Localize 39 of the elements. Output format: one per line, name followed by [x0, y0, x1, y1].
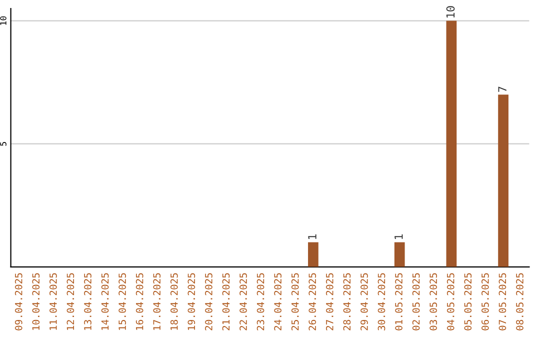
x-tick-label: 11.04.2025 — [49, 273, 57, 330]
x-tick-label: 24.04.2025 — [274, 273, 282, 330]
x-tick-label: 09.04.2025 — [14, 273, 22, 330]
x-tick-label: 01.05.2025 — [395, 273, 402, 330]
y-tick-label: 5 — [0, 142, 6, 146]
x-tick-label: 21.04.2025 — [222, 273, 230, 330]
x-tick-label: 13.04.2025 — [84, 273, 92, 330]
data-label: 1 — [394, 234, 403, 239]
x-tick-label: 20.04.2025 — [205, 273, 212, 330]
bar — [498, 94, 508, 267]
data-label: 10 — [446, 6, 455, 18]
x-tick-label: 05.05.2025 — [464, 273, 472, 330]
x-tick-label: 23.04.2025 — [256, 273, 264, 330]
x-tick-label: 26.04.2025 — [308, 273, 316, 330]
x-tick-label: 18.04.2025 — [170, 273, 178, 330]
data-label: 7 — [498, 86, 506, 92]
x-tick-label: 29.04.2025 — [360, 273, 368, 330]
x-tick-label: 16.04.2025 — [136, 273, 144, 330]
x-tick-label: 19.04.2025 — [188, 273, 196, 330]
x-tick-label: 22.04.2025 — [240, 273, 247, 330]
data-label: 1 — [308, 234, 316, 239]
x-tick-label: 08.05.2025 — [516, 273, 524, 330]
bar — [446, 20, 457, 267]
x-tick-label: 14.04.2025 — [101, 273, 109, 330]
x-tick-label: 06.05.2025 — [481, 273, 489, 330]
x-tick-label: 28.04.2025 — [343, 273, 351, 330]
bar — [308, 242, 318, 267]
x-tick-label: 03.05.2025 — [430, 273, 438, 330]
x-tick-label: 17.04.2025 — [153, 273, 161, 330]
x-tick-label: 07.05.2025 — [498, 273, 506, 330]
bar — [394, 242, 405, 267]
x-tick-label: 15.04.2025 — [118, 273, 126, 330]
x-tick-label: 27.04.2025 — [326, 273, 334, 330]
x-tick-label: 02.05.2025 — [412, 273, 420, 330]
x-tick-label: 30.04.2025 — [378, 273, 386, 330]
x-tick-label: 12.04.2025 — [66, 273, 74, 330]
x-tick-label: 25.04.2025 — [291, 273, 299, 330]
x-tick-label: 10.04.2025 — [32, 273, 40, 330]
x-tick-label: 04.05.2025 — [446, 273, 454, 330]
